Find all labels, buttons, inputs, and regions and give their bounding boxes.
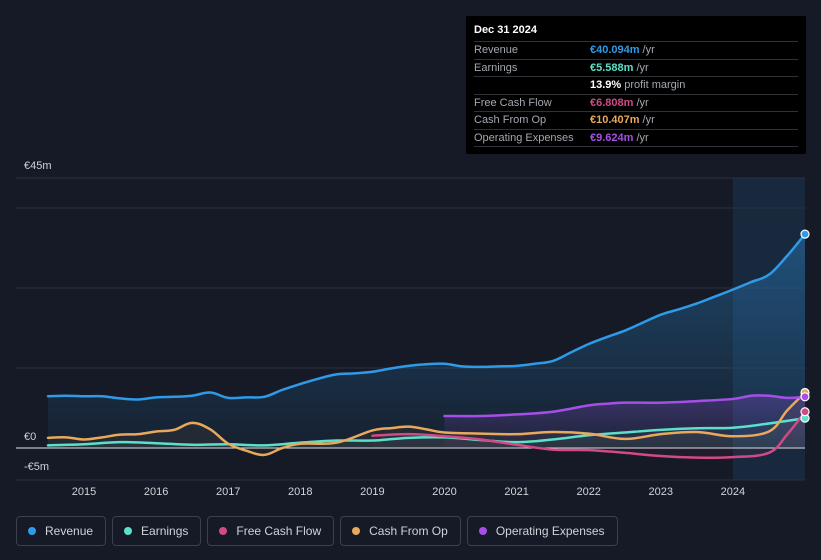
revenue-endpoint [800,229,810,239]
legend-label: Revenue [45,524,94,538]
operating-expenses-endpoint [800,392,810,402]
y-axis-label: €45m [24,160,52,172]
revenue-area [47,234,805,448]
tooltip-row: Earnings €5.588m/yr [474,60,798,77]
x-tick-label: 2021 [504,486,528,498]
legend-dot-icon [352,527,361,535]
x-tick-label: 2024 [721,486,745,498]
legend-item-cash-from-op[interactable]: Cash From Op [340,516,461,546]
tooltip-row-value: €6.808m [590,96,634,109]
x-axis-labels: 2015 2016 2017 2018 2019 2020 2021 2022 2023 2024 [72,486,745,498]
tooltip-date: Dec 31 2024 [474,24,798,42]
x-tick-label: 2019 [360,486,384,498]
free-cash-flow-line [371,410,807,459]
x-tick-label: 2023 [649,486,673,498]
legend-dot-icon [28,527,36,535]
tooltip-row-unit: /yr [642,114,655,127]
tooltip-row-label: Cash From Op [474,114,547,127]
legend-label: Earnings [141,524,189,538]
tooltip-row-label: Earnings [474,61,518,74]
tooltip-row-value: €40.094m [590,44,640,57]
y-axis-label: €0 [24,431,36,443]
x-tick-label: 2022 [576,486,600,498]
series-areas [47,234,805,458]
legend-dot-icon [219,527,228,535]
tooltip-row-value: 13.9% [590,79,622,92]
tooltip-row-label: Free Cash Flow [474,96,552,109]
x-tick-label: 2020 [432,486,456,498]
tooltip-row-unit: /yr [636,61,649,74]
tooltip-panel: Dec 31 2024 Revenue €40.094m/yr Earnings €5… [466,16,806,154]
legend-label: Operating Expenses [495,524,605,538]
chart-legend: Revenue Earnings Free Cash Flow Cash From O… [16,516,618,546]
x-tick-label: 2016 [144,486,168,498]
x-tick-label: 2018 [288,486,312,498]
tooltip-row: 13.9% profit margin [474,77,798,95]
series-endpoints [800,229,810,423]
series-lines [46,232,807,459]
tooltip-row-unit: /yr [636,131,649,144]
tooltip-row-label: Operating Expenses [474,131,574,144]
legend-item-revenue[interactable]: Revenue [16,516,107,546]
y-axis-label: -€5m [24,461,49,473]
earnings-line [46,416,807,447]
tooltip-row-value: €5.588m [590,61,634,74]
tooltip-row: Free Cash Flow €6.808m/yr [474,95,798,112]
x-tick-label: 2017 [216,486,240,498]
tooltip-row-value: €10.407m [590,114,640,127]
cash-from-op-line [46,391,807,457]
legend-label: Cash From Op [369,524,448,538]
tooltip-row-label: Revenue [474,44,519,57]
tooltip-row-unit: /yr [642,44,655,57]
tooltip-row: Operating Expenses €9.624m/yr [474,130,798,147]
tooltip-row-value: €9.624m [590,131,634,144]
revenue-line [46,232,807,401]
legend-dot-icon [124,527,133,535]
x-tick-label: 2015 [72,486,96,498]
tooltip-row: Cash From Op €10.407m/yr [474,112,798,130]
legend-item-operating-expenses[interactable]: Operating Expenses [466,516,618,546]
tooltip-row-unit: /yr [636,96,649,109]
tooltip-row: Revenue €40.094m/yr [474,42,798,60]
legend-label: Free Cash Flow [236,524,322,538]
y-axis-labels: €45m €0 -€5m [24,160,52,473]
free-cash-flow-endpoint [800,407,810,417]
legend-item-free-cash-flow[interactable]: Free Cash Flow [207,516,335,546]
tooltip-row-unit: profit margin [624,79,686,92]
legend-item-earnings[interactable]: Earnings [112,516,202,546]
legend-dot-icon [478,527,487,535]
operating-expenses-line [443,394,807,418]
financials-chart: €45m€0-€5m 2015 2016 2017 2018 2019 2020 2021 2… [16,160,810,498]
